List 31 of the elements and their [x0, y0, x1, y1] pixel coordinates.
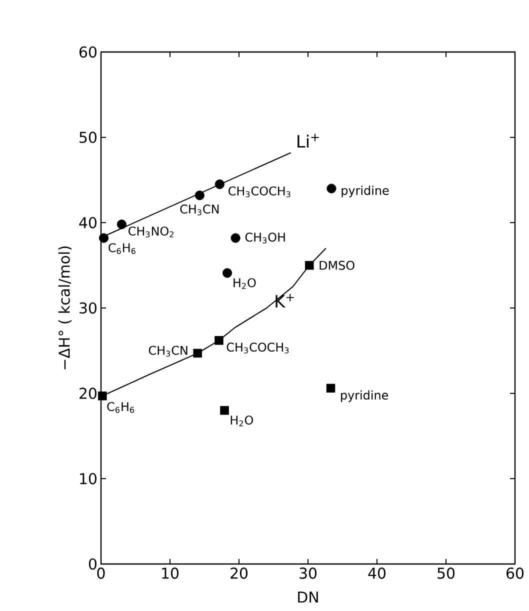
x-tick-label: 60	[506, 568, 524, 579]
annotation: H$_{2}$O	[230, 416, 253, 426]
annotation: C$_{6}$H$_{6}$	[107, 402, 134, 413]
y-tick-label: 10	[80, 473, 96, 484]
x-tick-label: 50	[438, 568, 455, 579]
y-tick-label: 50	[80, 132, 96, 143]
annotation: H$_{2}$O	[234, 278, 256, 289]
y-tick-label: 30	[80, 302, 96, 314]
x-tick-label: 20	[230, 568, 248, 579]
annotation: CH$_{3}$COCH$_{3}$	[228, 186, 290, 198]
annotation: CH$_{3}$COCH$_{3}$	[226, 342, 289, 354]
annotation: CH$_{3}$CN	[180, 204, 219, 216]
y-tick-label: 40	[79, 217, 96, 228]
x-tick-label: 10	[162, 568, 179, 579]
y-tick-label: 60	[80, 46, 96, 58]
annotation: CH$_{3}$OH	[245, 232, 285, 244]
annotation: K$^{+}$	[276, 294, 294, 308]
annotation: pyridine	[341, 390, 388, 402]
annotation: pyridine	[342, 186, 389, 198]
x-tick-label: 0	[97, 568, 105, 579]
y-axis-title: −ΔH° ( kcal/mol)	[58, 246, 72, 370]
x-tick-label: 40	[368, 568, 386, 579]
annotation: C$_{6}$H$_{6}$	[108, 243, 136, 254]
annotation: Li$^{+}$	[298, 134, 319, 148]
x-axis-title: DN	[298, 592, 318, 603]
x-tick-label: 30	[300, 568, 317, 579]
annotation: CH$_{3}$NO$_{2}$	[128, 226, 174, 238]
y-tick-label: 0	[88, 558, 96, 570]
y-tick-label: 20	[80, 388, 96, 399]
annotation: DMSO	[320, 260, 354, 270]
annotation: CH$_{3}$CN	[148, 346, 188, 357]
